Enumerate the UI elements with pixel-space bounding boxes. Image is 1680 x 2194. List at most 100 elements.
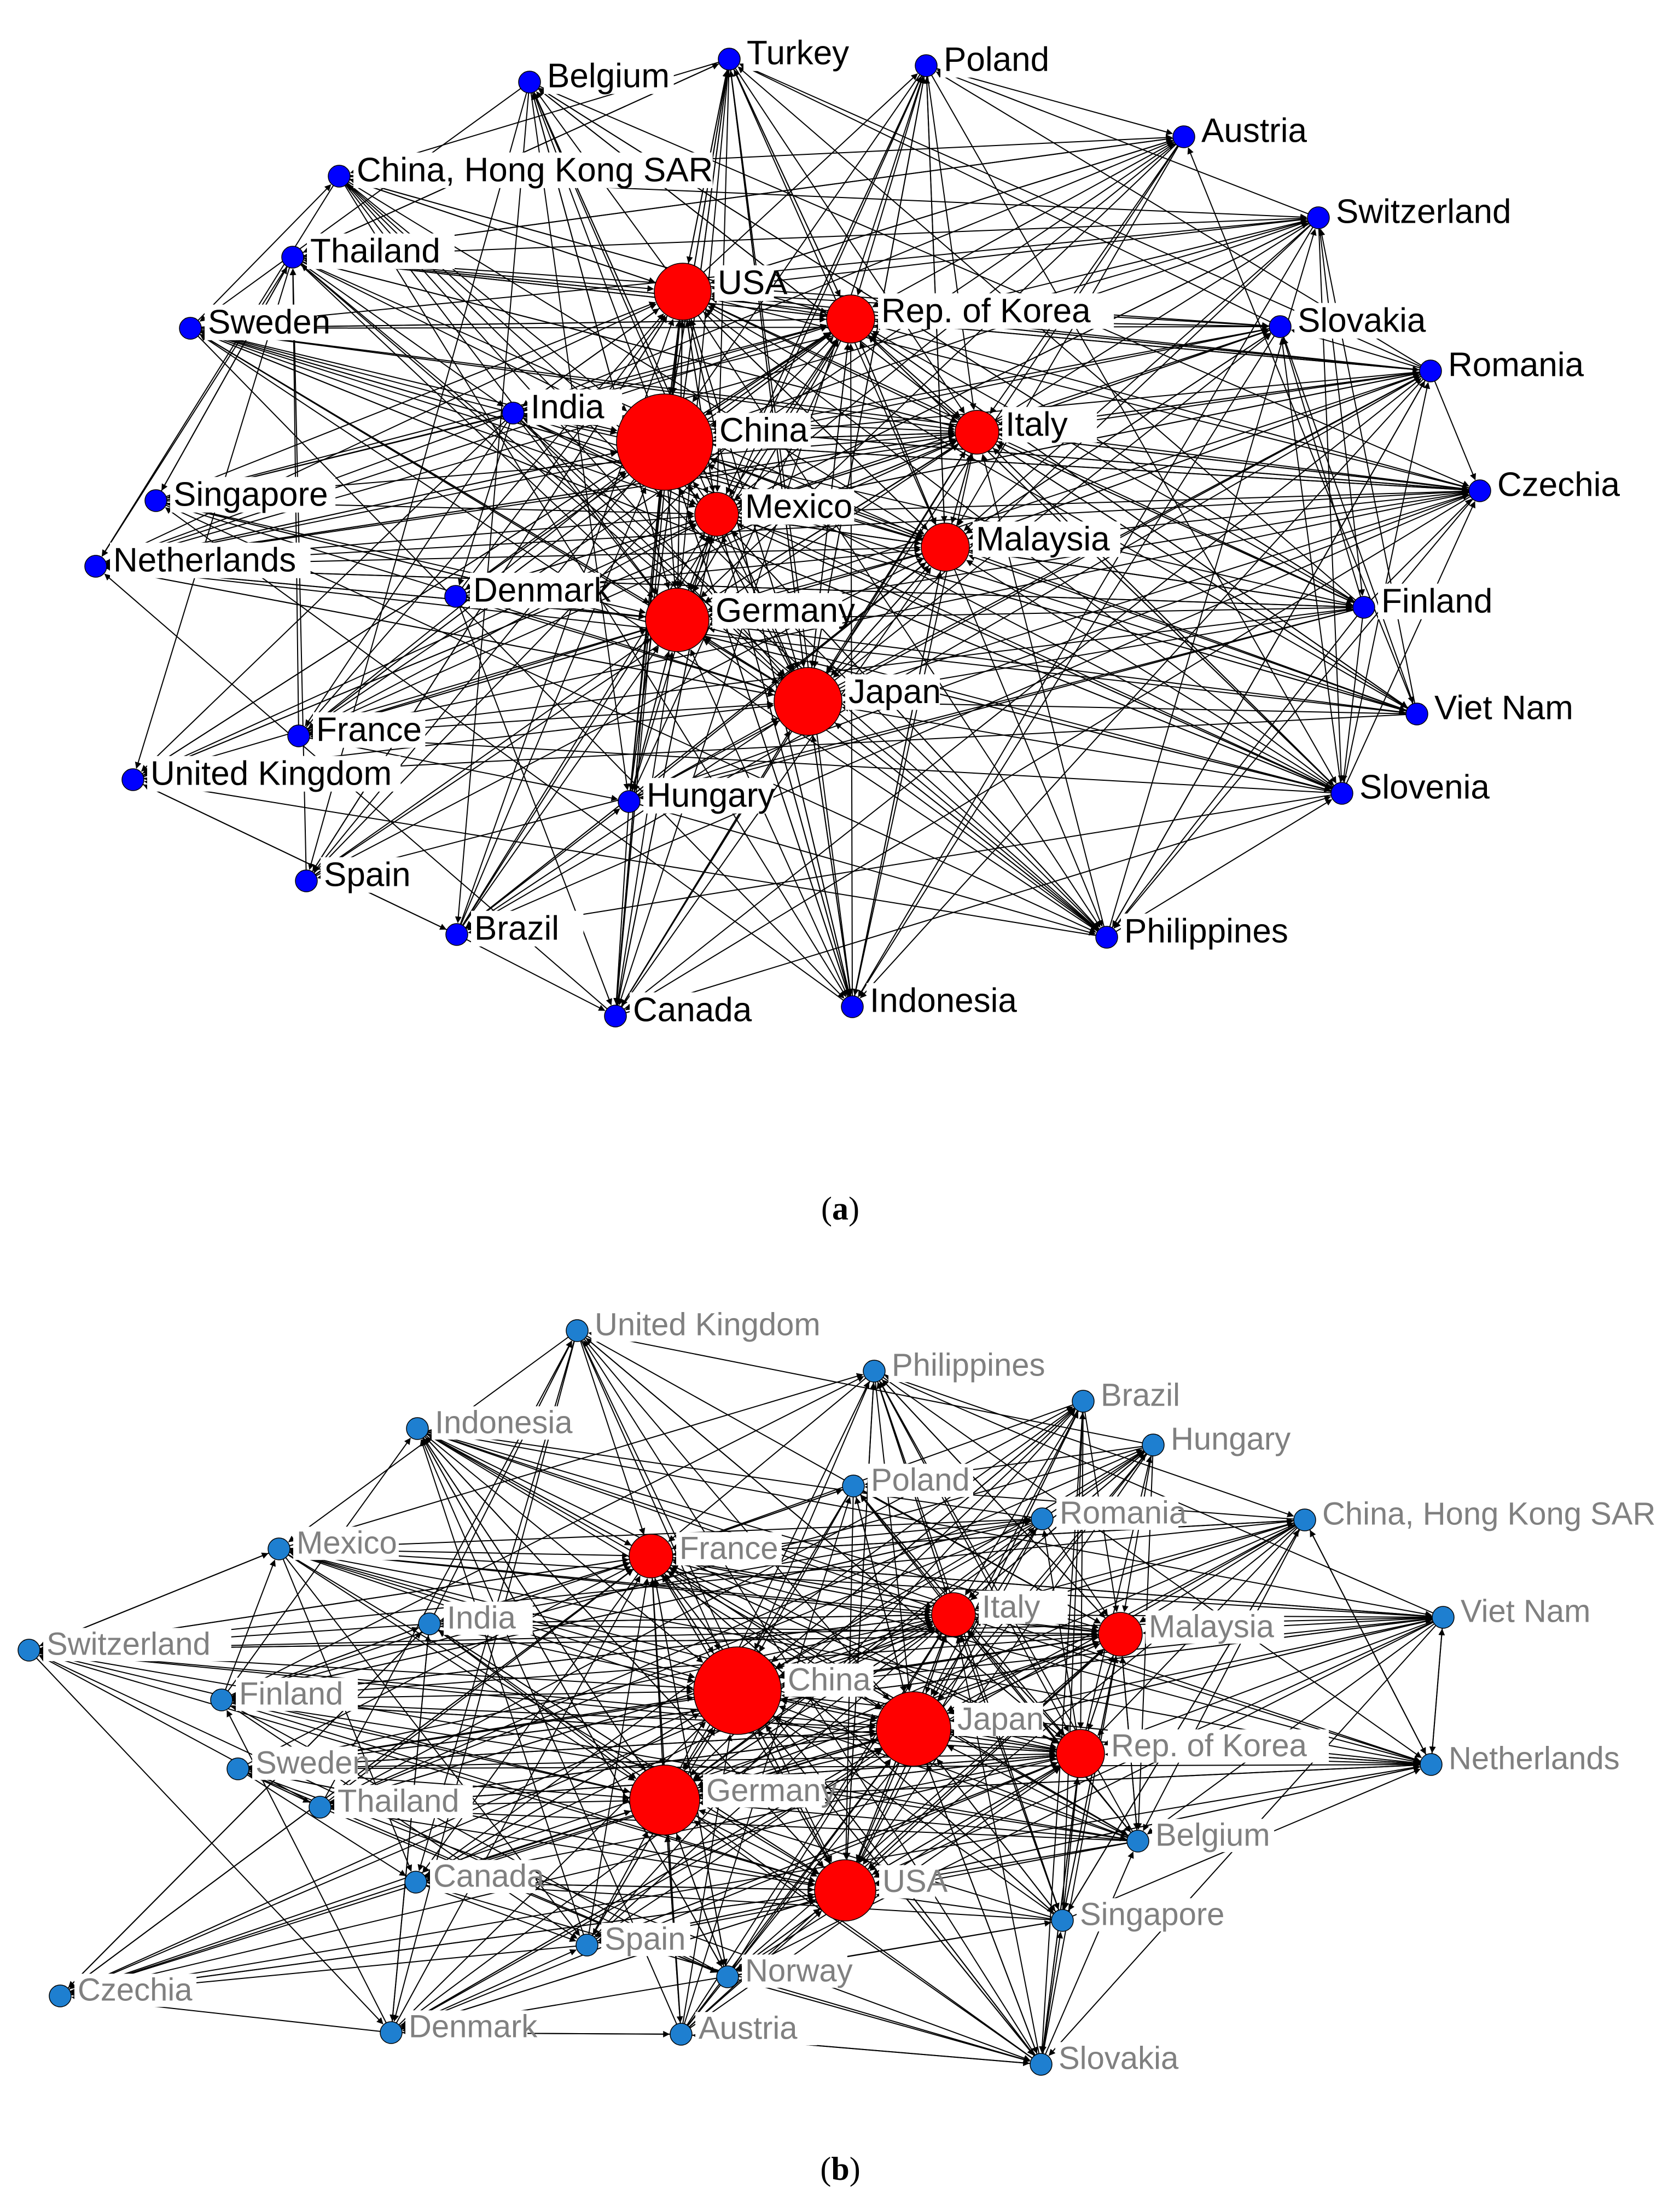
node-circle-b-belgium[interactable] [1126,1830,1149,1853]
node-circle-b-canada[interactable] [404,1871,427,1894]
node-circle-a-netherlands[interactable] [84,555,107,578]
node-b-brazil[interactable]: Brazil [1072,1378,1203,1413]
node-circle-b-czechia[interactable] [49,1984,72,2007]
node-circle-a-turkey[interactable] [718,48,741,71]
node-b-india[interactable]: India [418,1600,533,1636]
node-circle-a-slovenia[interactable] [1330,782,1353,805]
node-circle-a-finland[interactable] [1352,596,1375,619]
node-a-slovakia[interactable]: Slovakia [1269,301,1442,339]
node-circle-b-hungary[interactable] [1142,1433,1165,1456]
node-b-germany[interactable]: Germany [629,1765,837,1836]
node-b-netherlands[interactable]: Netherlands [1420,1741,1634,1777]
node-a-italy[interactable]: Italy [955,405,1097,455]
node-circle-b-spain[interactable] [575,1934,598,1957]
node-circle-b-rep-of-korea[interactable] [1056,1729,1105,1778]
node-b-denmark[interactable]: Denmark [380,2009,538,2045]
node-circle-b-brazil[interactable] [1072,1390,1095,1413]
node-a-brazil[interactable]: Brazil [445,909,584,947]
node-a-mexico[interactable]: Mexico [694,487,854,537]
node-b-malaysia[interactable]: Malaysia [1098,1609,1284,1657]
node-circle-b-austria[interactable] [670,2023,693,2046]
node-circle-a-austria[interactable] [1172,125,1195,148]
node-circle-a-brazil[interactable] [445,923,468,946]
node-b-thailand[interactable]: Thailand [309,1784,473,1819]
node-circle-b-france[interactable] [629,1534,673,1578]
node-a-sweden[interactable]: Sweden [179,303,330,341]
node-a-thailand[interactable]: Thailand [281,232,455,270]
node-circle-b-thailand[interactable] [309,1796,332,1819]
node-circle-a-japan[interactable] [774,667,842,736]
node-circle-b-malaysia[interactable] [1098,1612,1143,1657]
node-a-netherlands[interactable]: Netherlands [84,541,311,579]
node-b-rep-of-korea[interactable]: Rep. of Korea [1056,1728,1329,1778]
node-b-canada[interactable]: Canada [404,1859,545,1894]
node-circle-a-india[interactable] [502,402,525,425]
node-a-united-kingdom[interactable]: United Kingdom [121,754,401,792]
node-a-romania[interactable]: Romania [1419,346,1584,384]
node-a-denmark[interactable]: Denmark [444,571,612,609]
node-a-usa[interactable]: USA [654,263,788,321]
node-b-united-kingdom[interactable]: United Kingdom [566,1307,829,1343]
node-circle-a-canada[interactable] [604,1005,627,1028]
node-circle-a-belgium[interactable] [518,71,541,94]
node-a-indonesia[interactable]: Indonesia [841,982,1032,1019]
node-circle-a-france[interactable] [287,724,310,747]
node-circle-a-viet-nam[interactable] [1405,703,1428,725]
node-a-turkey[interactable]: Turkey [718,34,856,72]
node-b-sweden[interactable]: Sweden [226,1745,370,1781]
node-a-czechia[interactable]: Czechia [1468,466,1624,503]
node-circle-b-mexico[interactable] [268,1537,290,1560]
node-b-usa[interactable]: USA [814,1859,948,1922]
node-b-mexico[interactable]: Mexico [268,1525,399,1561]
node-circle-a-china[interactable] [616,393,713,491]
node-circle-b-denmark[interactable] [380,2021,403,2044]
node-circle-b-indonesia[interactable] [406,1417,429,1440]
node-circle-b-singapore[interactable] [1051,1909,1074,1932]
node-a-philippines[interactable]: Philippines [1095,912,1322,950]
node-a-finland[interactable]: Finland [1352,582,1508,620]
node-circle-a-sweden[interactable] [179,317,202,340]
node-a-belgium[interactable]: Belgium [518,57,674,95]
node-circle-a-philippines[interactable] [1095,926,1118,949]
node-circle-a-mexico[interactable] [694,492,739,537]
node-circle-a-germany[interactable] [645,588,710,652]
node-circle-a-hungary[interactable] [618,790,641,813]
node-circle-b-switzerland[interactable] [18,1639,40,1662]
node-a-germany[interactable]: Germany [645,588,855,652]
node-a-austria[interactable]: Austria [1172,112,1328,149]
node-b-slovakia[interactable]: Slovakia [1030,2041,1194,2076]
node-circle-b-romania[interactable] [1031,1507,1054,1530]
node-circle-b-united-kingdom[interactable] [566,1319,589,1342]
node-b-philippines[interactable]: Philippines [863,1348,1077,1383]
node-b-indonesia[interactable]: Indonesia [406,1405,587,1441]
node-circle-b-philippines[interactable] [863,1360,886,1383]
node-a-singapore[interactable]: Singapore [144,475,336,513]
node-circle-b-viet-nam[interactable] [1432,1606,1455,1629]
node-a-india[interactable]: India [502,388,623,426]
node-circle-a-italy[interactable] [955,410,999,455]
node-a-hungary[interactable]: Hungary [618,776,775,814]
node-b-italy[interactable]: Italy [931,1589,1068,1637]
node-circle-a-rep-of-korea[interactable] [826,294,875,344]
node-b-poland[interactable]: Poland [842,1462,973,1498]
node-a-spain[interactable]: Spain [295,856,416,893]
node-circle-b-usa[interactable] [814,1859,876,1922]
node-circle-a-denmark[interactable] [444,585,467,608]
node-circle-b-norway[interactable] [716,1965,739,1988]
node-circle-b-sweden[interactable] [226,1757,249,1780]
node-b-romania[interactable]: Romania [1031,1495,1187,1531]
node-a-canada[interactable]: Canada [604,991,752,1029]
node-a-slovenia[interactable]: Slovenia [1330,768,1504,806]
node-b-china[interactable]: China [693,1646,874,1735]
node-circle-b-poland[interactable] [842,1475,865,1498]
node-circle-a-malaysia[interactable] [921,523,970,572]
node-b-singapore[interactable]: Singapore [1051,1897,1232,1932]
node-b-belgium[interactable]: Belgium [1126,1818,1275,1853]
node-circle-a-czechia[interactable] [1468,479,1491,502]
node-circle-b-china[interactable] [693,1646,782,1735]
node-circle-a-romania[interactable] [1419,359,1442,382]
node-a-poland[interactable]: Poland [915,40,1053,78]
node-circle-a-china-hong-kong-sar[interactable] [328,165,351,188]
node-circle-a-indonesia[interactable] [841,995,864,1018]
node-b-china-hong-kong-sar[interactable]: China, Hong Kong SAR [1293,1496,1655,1532]
